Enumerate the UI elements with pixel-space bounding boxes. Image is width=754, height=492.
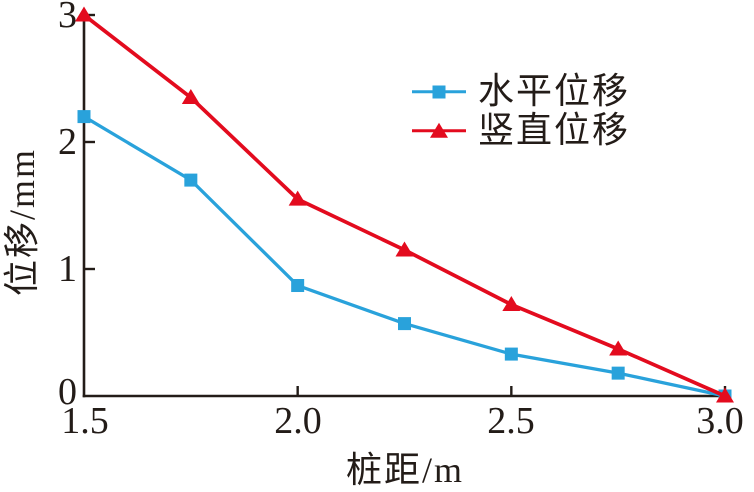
x-tick-label-2-0: 2.0 <box>274 400 322 442</box>
legend-item-vertical-displacement: 竖直位移 <box>412 111 630 150</box>
legend-label-vertical: 竖直位移 <box>478 110 631 150</box>
x-tick-label-3-0: 3.0 <box>696 400 744 442</box>
legend-swatch-vertical <box>412 122 466 140</box>
legend-label-horizontal: 水平位移 <box>478 71 631 111</box>
square-marker <box>291 279 305 293</box>
square-marker <box>504 347 518 361</box>
triangle-marker <box>609 340 628 356</box>
triangle-marker <box>716 387 734 403</box>
y-tick-label-0: 0 <box>58 371 77 413</box>
x-tick-label-1-5: 1.5 <box>61 400 109 442</box>
x-tick-label-2-5: 2.5 <box>487 400 535 442</box>
square-marker-icon <box>432 85 446 98</box>
y-axis-title: 位移/mm <box>2 148 42 297</box>
square-marker <box>184 173 198 187</box>
legend-swatch-horizontal <box>412 83 466 101</box>
y-tick-label-1: 1 <box>58 248 77 290</box>
triangle-marker <box>395 241 414 257</box>
triangle-marker-icon <box>430 122 448 138</box>
legend-item-horizontal-displacement: 水平位移 <box>412 72 630 111</box>
square-marker <box>611 366 625 380</box>
square-marker <box>77 110 91 124</box>
legend: 水平位移 竖直位移 <box>412 72 630 150</box>
x-axis-title: 桩距/m <box>345 450 464 490</box>
y-tick-label-2: 2 <box>58 121 77 163</box>
triangle-marker <box>75 6 93 22</box>
triangle-marker <box>288 190 307 206</box>
square-marker <box>398 317 411 331</box>
y-tick-label-3: 3 <box>58 0 77 36</box>
triangle-marker <box>502 296 521 312</box>
triangle-marker <box>181 89 200 105</box>
